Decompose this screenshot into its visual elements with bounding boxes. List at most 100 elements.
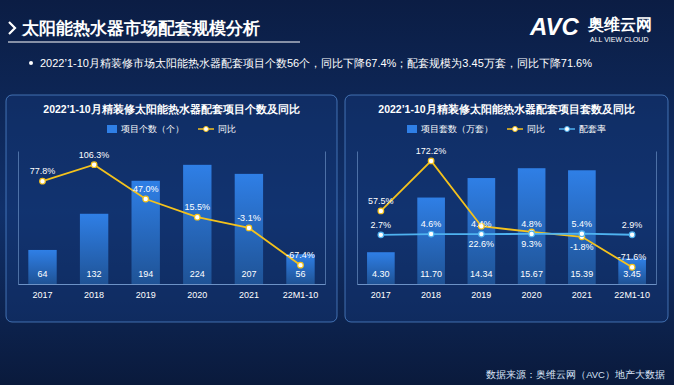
- page-title: 太阳能热水器市场配套规模分析: [21, 19, 260, 38]
- legend-item: 配套率: [559, 124, 606, 134]
- y2-axis-line: [325, 152, 326, 285]
- plot-marks: [367, 158, 646, 284]
- bar: [568, 170, 596, 284]
- line-marker: [194, 214, 200, 220]
- legend-label: 配套率: [579, 124, 606, 134]
- data-label: 2.9%: [622, 220, 643, 230]
- logo-tagline: ALL VIEW CLOUD: [590, 36, 648, 43]
- data-label: 224: [190, 269, 205, 279]
- x-tick-label: 2020: [187, 290, 207, 300]
- data-label: 4.4%: [471, 219, 492, 229]
- x-axis: 2017 2018 2019 2020 2021 22M1-10: [358, 284, 657, 300]
- data-label: -3.1%: [237, 213, 261, 223]
- y2-axis-line: [656, 152, 657, 285]
- data-label: 4.6%: [421, 219, 442, 229]
- data-label: 22.6%: [469, 239, 495, 249]
- x-axis-line: [19, 284, 326, 285]
- legend-swatch: [107, 125, 117, 133]
- legend-label: 同比: [527, 124, 545, 134]
- x-tick: 2019: [471, 284, 491, 300]
- line-marker: [143, 196, 149, 202]
- y2-axis: [325, 152, 326, 285]
- line-marker: [479, 231, 485, 237]
- bar: [132, 181, 160, 284]
- panel-frame: [345, 95, 668, 322]
- legend-marker: [204, 127, 209, 132]
- chart-title: 2022’1-10月精装修太阳能热水器配套项目套数及同比: [378, 103, 634, 116]
- data-labels: 4.3011.7014.3415.6715.393.4557.5%172.2%2…: [368, 146, 646, 279]
- data-label: 2.7%: [371, 220, 392, 230]
- legend-swatch: [407, 125, 417, 133]
- legend: 项目个数（个） 同比: [107, 124, 236, 134]
- x-tick-label: 22M1-10: [614, 290, 650, 300]
- x-tick: 2020: [522, 284, 542, 300]
- bullet-dot: [29, 61, 33, 65]
- data-label: 172.2%: [416, 146, 447, 156]
- line-marker: [298, 262, 304, 268]
- x-tick-label: 2020: [522, 290, 542, 300]
- data-label: 15.67: [520, 269, 543, 279]
- logo-name: 奥维云网: [587, 16, 652, 33]
- data-label: 64: [38, 269, 48, 279]
- data-label: 3.45: [623, 269, 641, 279]
- data-label: -1.8%: [570, 242, 594, 252]
- panel-frame: [6, 95, 337, 322]
- x-tick: 2017: [371, 284, 391, 300]
- x-tick: 2020: [187, 284, 207, 300]
- y-axis-line: [357, 152, 358, 285]
- x-tick-label: 2017: [371, 290, 391, 300]
- legend: 项目套数（万套） 同比 配套率: [407, 124, 606, 134]
- y-axis: [18, 152, 19, 285]
- line-marker: [246, 225, 252, 231]
- x-tick-label: 2017: [32, 290, 52, 300]
- legend-label: 项目个数（个）: [121, 124, 184, 134]
- data-label: 132: [87, 269, 102, 279]
- legend-label: 项目套数（万套）: [421, 124, 493, 134]
- chart-title: 2022’1-10月精装修太阳能热水器配套项目个数及同比: [43, 103, 299, 116]
- x-tick-label: 2021: [572, 290, 592, 300]
- line-marker: [629, 232, 635, 238]
- x-tick-label: 2018: [421, 290, 441, 300]
- line-marker: [579, 231, 585, 237]
- data-label: 14.34: [470, 269, 493, 279]
- data-label: 4.30: [372, 269, 390, 279]
- bar: [518, 168, 546, 284]
- data-label: 15.5%: [185, 202, 211, 212]
- logo-mark: AVC: [529, 13, 580, 40]
- data-label: 77.8%: [30, 166, 56, 176]
- data-label: 207: [241, 269, 256, 279]
- line-marker: [529, 231, 535, 237]
- y-axis: [357, 152, 358, 285]
- x-tick: 2021: [572, 284, 592, 300]
- x-tick: 2021: [239, 284, 259, 300]
- line-marker: [428, 158, 434, 164]
- bar: [183, 165, 211, 284]
- legend-item: 同比: [507, 124, 545, 134]
- data-label: -71.6%: [618, 252, 647, 262]
- legend-item: 同比: [198, 124, 236, 134]
- line: [381, 161, 632, 267]
- x-axis-line: [358, 284, 657, 285]
- line-marker: [378, 232, 384, 238]
- line-marker: [378, 208, 384, 214]
- data-label: 4.8%: [521, 219, 542, 229]
- line-marker: [40, 178, 46, 184]
- data-label: 57.5%: [368, 196, 394, 206]
- legend-item: 项目个数（个）: [107, 124, 184, 134]
- data-label: 11.70: [420, 269, 442, 279]
- line-marker: [91, 162, 97, 168]
- title-underline: [8, 41, 300, 42]
- x-tick: 2017: [32, 284, 52, 300]
- legend-item: 项目套数（万套）: [407, 124, 493, 134]
- legend-marker: [513, 127, 518, 132]
- bar: [80, 214, 108, 284]
- bar: [468, 178, 496, 284]
- chart-panel: 2022’1-10月精装修太阳能热水器配套项目套数及同比项目套数（万套） 同比 配套…: [345, 95, 668, 322]
- bar: [417, 198, 445, 284]
- x-axis: 2017201820192020202122M1-10: [19, 284, 326, 300]
- data-label: 5.4%: [572, 219, 593, 229]
- data-label: -67.4%: [286, 250, 315, 260]
- x-tick: 22M1-10: [614, 284, 650, 300]
- x-tick-label: 2019: [471, 290, 491, 300]
- data-labels: 641321942242075677.8%106.3%47.0%15.5%-3.…: [30, 150, 315, 279]
